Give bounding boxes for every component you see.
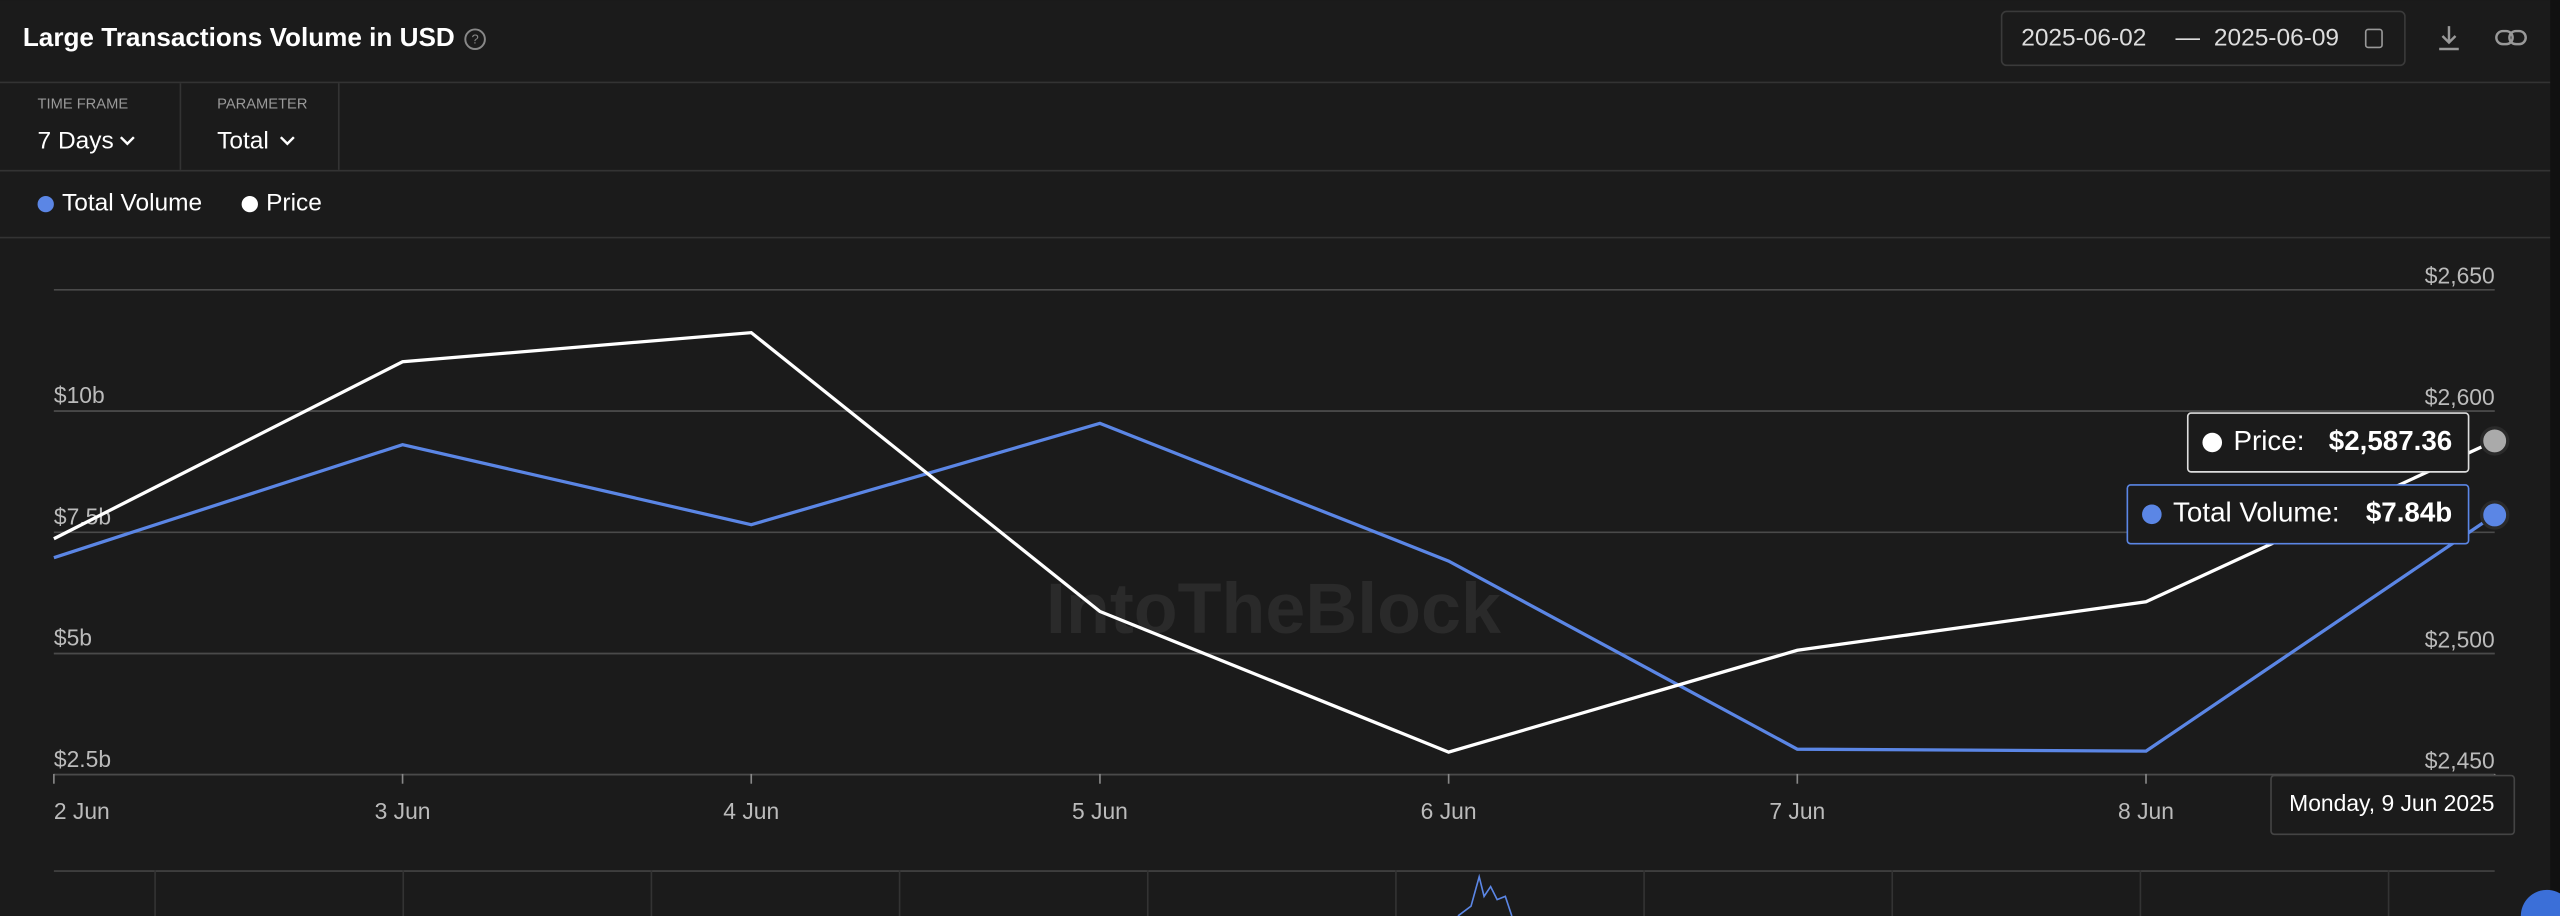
help-icon[interactable]: ? (464, 28, 486, 50)
date-end: 2025-06-09 (2214, 25, 2339, 52)
tooltip-value: $2,587.36 (2329, 425, 2452, 456)
watermark: IntoTheBlock (1046, 569, 1502, 649)
legend-marker (37, 195, 54, 213)
tooltip-value: $7.84b (2366, 497, 2452, 528)
scroll-edge (2550, 0, 2560, 916)
y2-tick-label: $2,500 (2425, 626, 2495, 652)
x-tick-label: 4 Jun (723, 798, 779, 824)
legend-label: Total Volume (62, 190, 202, 217)
legend-label: Price (266, 190, 322, 217)
hover-marker (2480, 500, 2510, 530)
x-tick-label: 6 Jun (1421, 798, 1477, 824)
svg-text:?: ? (471, 31, 478, 46)
tooltip-box (2126, 484, 2470, 545)
download-button[interactable] (2439, 26, 2459, 51)
title: Large Transactions Volume in USD (23, 22, 455, 52)
parameter-dropdown[interactable]: Total (217, 128, 295, 155)
tooltip-label: Price: (2233, 425, 2304, 456)
x-tick-label: 2 Jun (54, 798, 110, 824)
date-separator: — (2176, 25, 2201, 52)
tooltip-box (2186, 412, 2470, 473)
dropdown-value: Total (217, 128, 269, 155)
y-tick-label: $5b (54, 625, 92, 651)
y-tick-label: $2.5b (54, 746, 111, 772)
date-start: 2025-06-02 (2021, 25, 2146, 52)
tooltip: Price: $2,587.36 (2186, 412, 2470, 473)
tooltip-dot (2142, 504, 2162, 525)
dropdown-value: 7 Days (38, 128, 114, 155)
y2-tick-label: $2,600 (2425, 384, 2495, 410)
x-tick-label: 5 Jun (1072, 798, 1128, 824)
date-range-picker[interactable]: 2025-06-02 — 2025-06-09 (2000, 10, 2406, 67)
y2-tick-label: $2,450 (2425, 748, 2495, 774)
x-tick-label: 7 Jun (1769, 798, 1825, 824)
series-line (53, 330, 2496, 754)
series-line (53, 421, 2496, 753)
tooltip-dot (2202, 432, 2223, 453)
x-tick-label: 3 Jun (375, 798, 431, 824)
legend-marker (241, 195, 258, 213)
link-button[interactable] (2495, 29, 2527, 46)
time-frame-dropdown[interactable]: 7 Days (38, 128, 135, 155)
tooltip-date: Monday, 9 Jun 2025 (2289, 790, 2494, 816)
calendar-icon (2364, 28, 2383, 49)
control-label: PARAMETER (217, 96, 307, 112)
tooltip: Total Volume: $7.84b (2126, 484, 2470, 545)
tooltip-label: Total Volume: (2173, 497, 2340, 528)
control-label: TIME FRAME (38, 96, 129, 112)
date-tooltip: Monday, 9 Jun 2025 (2270, 774, 2516, 836)
hover-marker (2480, 426, 2510, 456)
x-tick-label: 8 Jun (2118, 798, 2174, 824)
tooltip-box (2270, 774, 2516, 836)
y-tick-label: $10b (54, 382, 105, 408)
y2-tick-label: $2,650 (2425, 263, 2495, 289)
navigator (53, 870, 2560, 916)
